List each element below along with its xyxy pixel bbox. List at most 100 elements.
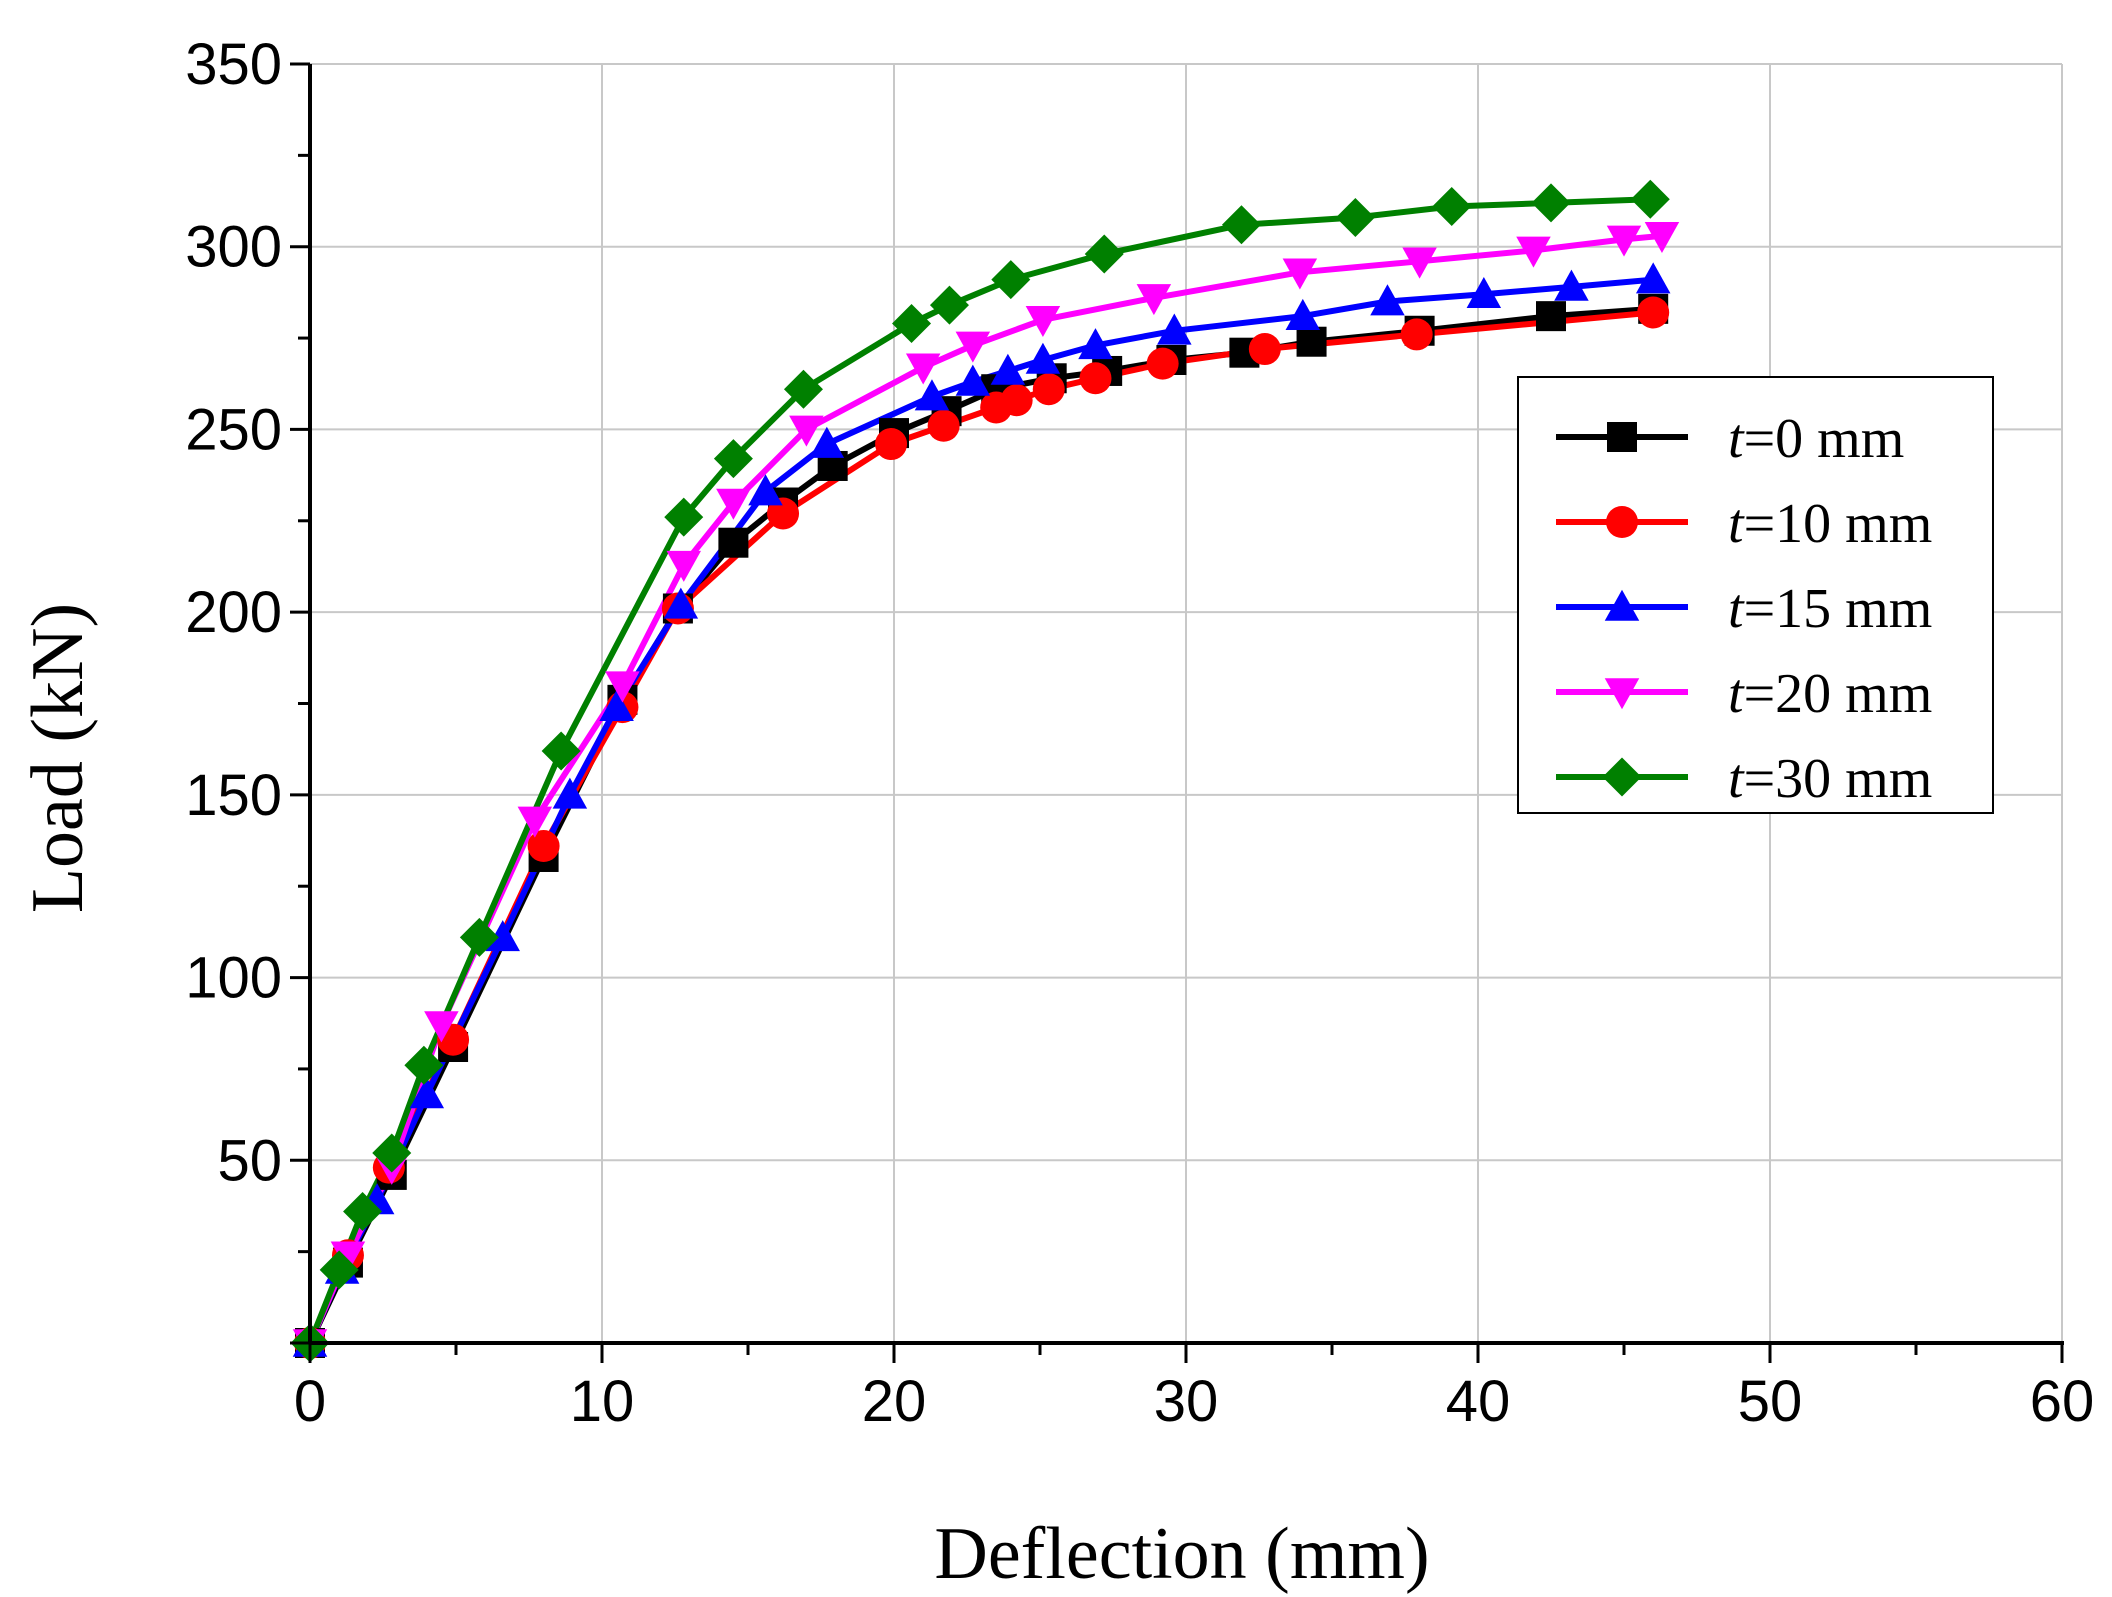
data-point: [1335, 197, 1375, 237]
legend-label-value: =10 mm: [1744, 493, 1933, 555]
data-point: [1554, 269, 1589, 301]
data-point: [1000, 384, 1033, 417]
data-point: [1282, 258, 1318, 290]
data-point: [716, 488, 751, 520]
legend-marker: [1606, 506, 1638, 538]
data-point: [955, 364, 991, 396]
legend-entry-2: t=15 mm: [1556, 578, 1932, 640]
data-point: [1466, 276, 1502, 309]
data-point: [1146, 347, 1179, 380]
data-point: [1644, 221, 1680, 254]
data-point: [541, 731, 581, 771]
legend-marker: [1604, 589, 1640, 621]
data-point: [1032, 373, 1065, 406]
legend-marker: [1602, 757, 1642, 797]
series-markers-4: [290, 179, 1670, 1363]
data-point: [664, 497, 704, 537]
data-point: [372, 1133, 412, 1173]
data-point: [1136, 284, 1172, 316]
data-point: [1078, 328, 1113, 360]
data-point: [783, 369, 823, 409]
legend-label-value: =30 mm: [1744, 748, 1933, 810]
axes: [290, 62, 2064, 1363]
data-point: [1402, 247, 1437, 279]
y-axis-title: Load (kN): [17, 603, 99, 913]
legend-marker: [1604, 678, 1640, 710]
data-point: [1606, 225, 1642, 257]
legend-label-value: =0 mm: [1744, 408, 1905, 470]
data-point: [990, 353, 1026, 385]
data-point: [1400, 318, 1433, 351]
series-markers: [290, 179, 1680, 1363]
data-point: [605, 671, 640, 703]
x-tick-label: 10: [570, 1369, 635, 1434]
data-point: [459, 917, 499, 957]
x-tick-label: 20: [862, 1369, 927, 1434]
data-point: [905, 353, 941, 385]
data-point: [1516, 236, 1551, 268]
x-tick-label: 60: [2030, 1369, 2095, 1434]
data-point: [1248, 333, 1281, 366]
x-tick-label: 50: [1738, 1369, 1803, 1434]
legend-entry-3: t=20 mm: [1556, 663, 1932, 725]
series-lines: [307, 196, 1665, 1346]
data-point: [1285, 298, 1321, 330]
series-markers-0: [295, 293, 1669, 1358]
data-point: [409, 1077, 445, 1109]
data-point: [914, 379, 950, 411]
x-tick-label: 0: [294, 1369, 326, 1434]
data-point: [1531, 183, 1571, 223]
legend-label-variable: t: [1728, 578, 1745, 640]
legend-label: t=15 mm: [1728, 578, 1932, 640]
y-tick-label: 200: [185, 580, 282, 645]
legend-label-value: =20 mm: [1744, 663, 1933, 725]
data-point: [1079, 362, 1112, 395]
legend-label-variable: t: [1728, 408, 1745, 470]
legend-label-value: =15 mm: [1744, 578, 1933, 640]
data-point: [875, 428, 908, 461]
series-line-0: [307, 305, 1657, 1346]
legend-label: t=10 mm: [1728, 493, 1932, 555]
legend-box: [1517, 376, 1994, 814]
x-tick-label: 30: [1154, 1369, 1219, 1434]
legend-entry-1: t=10 mm: [1556, 493, 1932, 555]
legend-label-variable: t: [1728, 748, 1745, 810]
legend-label: t=20 mm: [1728, 663, 1932, 725]
data-point: [789, 415, 824, 447]
legend-label: t=30 mm: [1728, 748, 1932, 810]
data-point: [767, 497, 800, 530]
y-tick-label: 50: [217, 1128, 282, 1193]
legend: t=0 mmt=10 mmt=15 mmt=20 mmt=30 mm: [1517, 376, 1994, 814]
series-markers-2: [292, 262, 1671, 1357]
legend-label-variable: t: [1728, 493, 1745, 555]
y-tick-label: 300: [185, 215, 282, 280]
data-point: [713, 439, 753, 479]
data-point: [892, 303, 932, 343]
data-point: [1157, 313, 1192, 345]
tick-labels: 0 10 20 30 40 50 60 50 100 150 200 250 300 350: [185, 32, 2094, 1434]
data-point: [748, 474, 783, 506]
y-tick-label: 150: [185, 763, 282, 828]
data-point: [1025, 342, 1061, 374]
data-point: [1370, 284, 1405, 316]
data-point: [1432, 187, 1472, 227]
data-point: [1221, 205, 1261, 245]
data-point: [1630, 179, 1670, 219]
data-point: [319, 1250, 359, 1290]
y-tick-label: 100: [185, 946, 282, 1011]
data-point: [485, 920, 520, 952]
legend-label-variable: t: [1728, 663, 1745, 725]
data-point: [552, 777, 588, 809]
data-point: [599, 689, 634, 721]
data-point: [991, 260, 1031, 300]
data-point: [955, 331, 991, 363]
series-markers-1: [294, 296, 1670, 1359]
x-tick-label: 40: [1446, 1369, 1511, 1434]
data-point: [1296, 326, 1327, 357]
data-point: [404, 1045, 444, 1085]
data-point: [527, 830, 560, 863]
series-line-2: [307, 276, 1657, 1346]
data-point: [1536, 301, 1566, 332]
data-point: [424, 1011, 459, 1043]
